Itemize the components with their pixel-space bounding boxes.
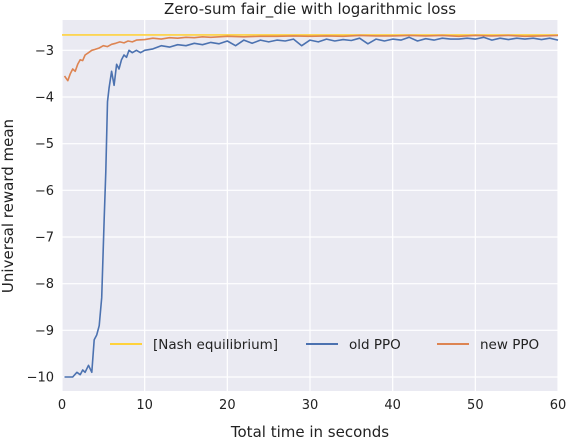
y-tick-label: −4 <box>35 91 54 106</box>
y-tick-label: −3 <box>35 44 54 59</box>
x-tick-label: 50 <box>467 398 484 413</box>
series-line-new-ppo <box>63 34 559 82</box>
x-tick-label: 40 <box>384 398 401 413</box>
chart-title: Zero-sum fair_die with logarithmic loss <box>164 0 456 19</box>
legend-label: new PPO <box>480 337 539 353</box>
x-tick-label: 20 <box>219 398 236 413</box>
x-axis-ticks: 0 10 20 30 40 50 60 <box>58 398 566 413</box>
y-tick-label: −5 <box>35 137 54 152</box>
legend-label: old PPO <box>349 337 401 353</box>
x-tick-label: 30 <box>302 398 319 413</box>
x-axis-label: Total time in seconds <box>230 423 389 441</box>
series-layer <box>62 34 559 378</box>
y-tick-label: −7 <box>35 231 54 246</box>
y-axis-label: Universal reward mean <box>0 119 17 293</box>
legend-label: [Nash equilibrium] <box>153 337 278 353</box>
x-tick-label: 60 <box>550 398 567 413</box>
x-tick-label: 10 <box>136 398 153 413</box>
x-tick-label: 0 <box>58 398 66 413</box>
legend: [Nash equilibrium] old PPO new PPO <box>110 337 539 353</box>
y-tick-label: −8 <box>35 277 54 292</box>
series-line-old-ppo <box>64 36 559 378</box>
y-tick-label: −10 <box>27 371 54 386</box>
gridlines <box>61 20 559 391</box>
y-axis-ticks: −10 −9 −8 −7 −6 −5 −4 −3 <box>27 44 54 386</box>
y-tick-label: −9 <box>35 324 54 339</box>
y-tick-label: −6 <box>35 184 54 199</box>
